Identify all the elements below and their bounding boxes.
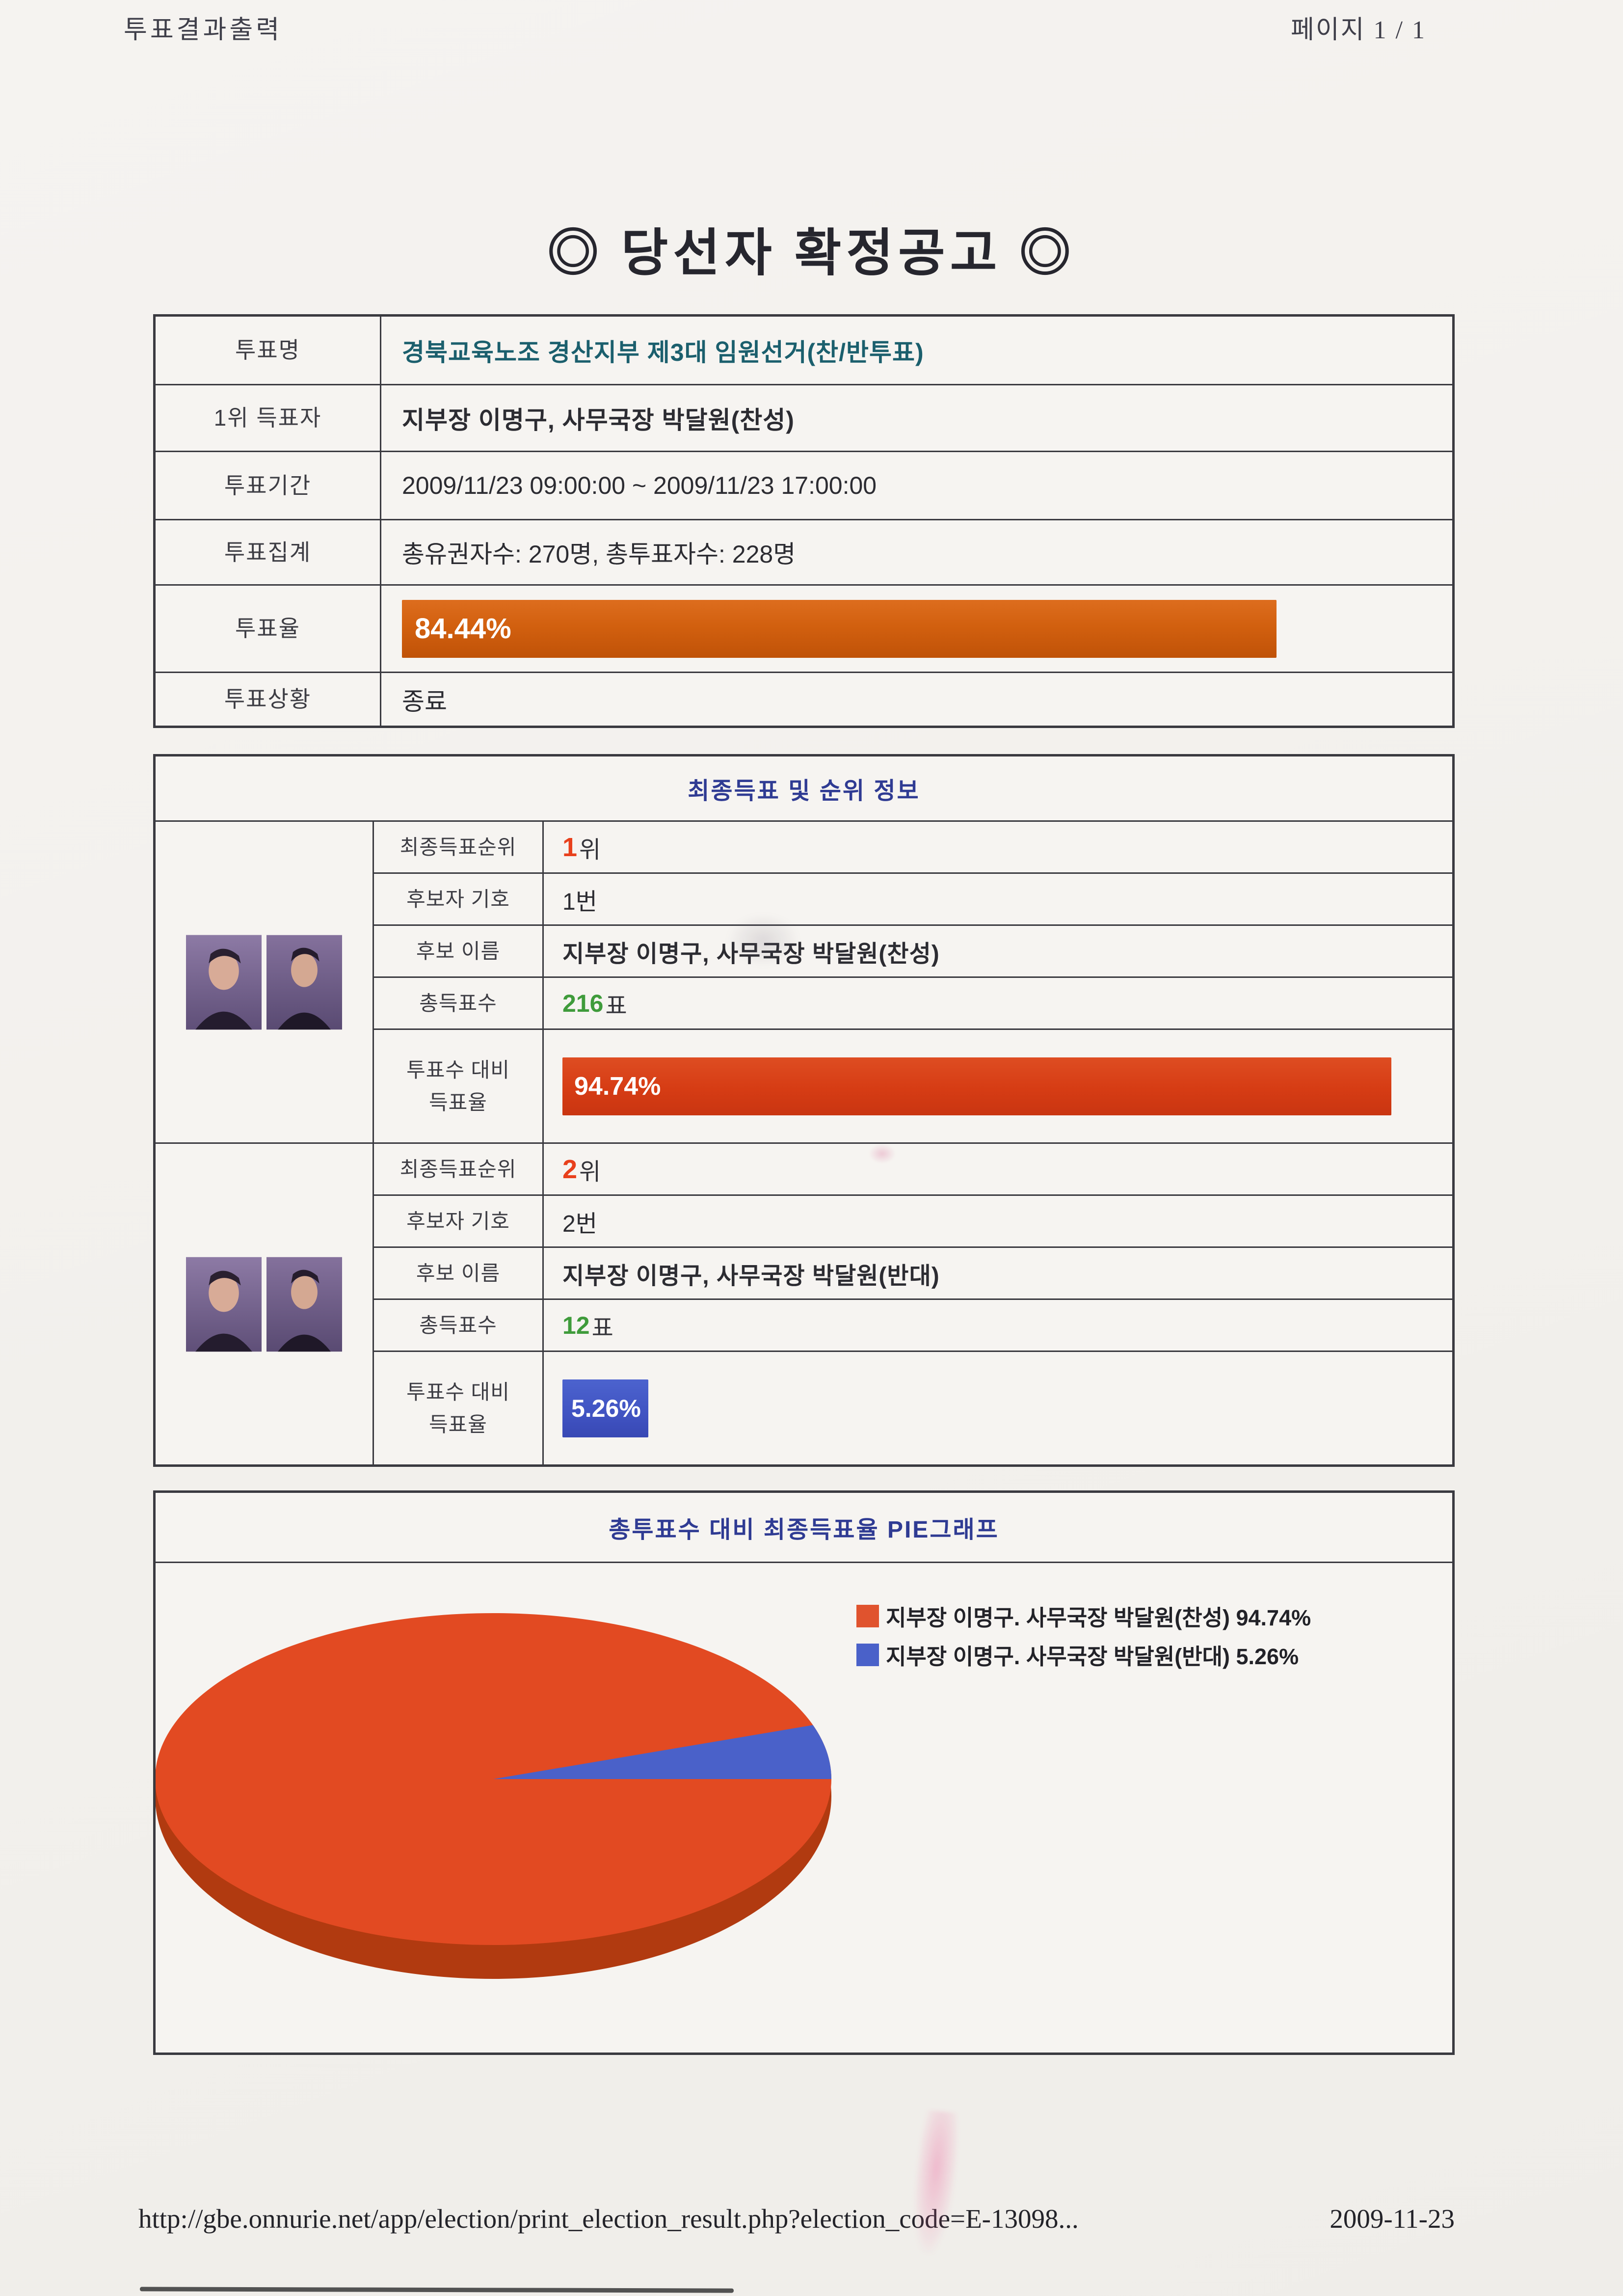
row-label-line2: 득표율	[429, 1090, 487, 1114]
legend-item: 지부장 이명구. 사무국장 박달원(찬성) 94.74%	[856, 1600, 1311, 1632]
vote-period-value: 2009/11/23 09:00:00 ~ 2009/11/23 17:00:0…	[402, 472, 877, 499]
footer-date: 2009-11-23	[1330, 2204, 1455, 2234]
legend-swatch-majority-icon	[856, 1604, 879, 1627]
row-label: 후보자 기호	[374, 1196, 544, 1246]
scan-smudge	[869, 1144, 896, 1163]
candidate-2-name-row: 후보 이름 지부장 이명구, 사무국장 박달원(반대)	[374, 1248, 1452, 1300]
candidate-1-rate-bar: 94.74%	[562, 1057, 1392, 1115]
vote-name-value: 경북교육노조 경산지부 제3대 임원선거(찬/반투표)	[402, 338, 924, 366]
candidate-1-number-row: 후보자 기호 1번	[374, 874, 1452, 926]
row-label: 후보 이름	[374, 926, 544, 976]
row-label: 후보 이름	[374, 1248, 544, 1298]
pie-section-title: 총투표수 대비 최종득표율 PIE그래프	[156, 1493, 1452, 1563]
candidate-1-rate-row: 투표수 대비 득표율 94.74%	[374, 1030, 1452, 1142]
candidate-photo	[186, 935, 262, 1029]
turnout-bar: 84.44%	[402, 599, 1277, 658]
candidate-photo	[266, 1257, 342, 1351]
row-label: 최종득표순위	[374, 1144, 544, 1194]
table-row-vote-period: 투표기간 2009/11/23 09:00:00 ~ 2009/11/23 17…	[156, 452, 1452, 520]
turnout-bar-value: 84.44%	[415, 613, 511, 645]
candidate-1-rank-row: 최종득표순위 1 위	[374, 822, 1452, 874]
print-header-title: 투표결과출력	[124, 16, 283, 44]
candidate-number: 1번	[562, 889, 597, 915]
legend-swatch-minority-icon	[856, 1643, 879, 1666]
candidate-2-rate-bar: 5.26%	[562, 1379, 648, 1437]
row-label-line1: 투표수 대비	[406, 1058, 510, 1082]
row-label: 투표기간	[156, 452, 381, 519]
table-row-first-place: 1위 득표자 지부장 이명구, 사무국장 박달원(찬성)	[156, 385, 1452, 452]
rate-bar-value: 5.26%	[571, 1394, 641, 1422]
candidate-2-number-row: 후보자 기호 2번	[374, 1196, 1452, 1248]
candidate-1-photos	[156, 822, 374, 1142]
candidate-name: 지부장 이명구, 사무국장 박달원(찬성)	[562, 941, 940, 967]
candidate-photo	[186, 1257, 262, 1351]
row-label-line1: 투표수 대비	[406, 1380, 510, 1404]
pie-slice-minority	[493, 1725, 831, 1779]
row-label: 투표집계	[156, 520, 381, 584]
table-row-vote-tally: 투표집계 총유권자수: 270명, 총투표자수: 228명	[156, 520, 1452, 586]
rank-number: 2	[562, 1154, 578, 1184]
candidate-name: 지부장 이명구, 사무국장 박달원(반대)	[562, 1263, 940, 1289]
row-label: 투표율	[156, 586, 381, 672]
candidate-block-1: 최종득표순위 1 위 후보자 기호 1번 후보 이름 지부장 이명구, 사무국장…	[156, 822, 1452, 1144]
row-label: 투표상황	[156, 673, 381, 726]
vote-tally-value: 총유권자수: 270명, 총투표자수: 228명	[402, 540, 796, 568]
final-results-box: 최종득표 및 순위 정보	[153, 754, 1455, 1467]
scan-edge-shadow	[139, 2287, 734, 2293]
candidate-block-2: 최종득표순위 2 위 후보자 기호 2번 후보 이름 지부장 이명구, 사무국장…	[156, 1144, 1452, 1464]
results-section-title: 최종득표 및 순위 정보	[156, 756, 1452, 822]
candidate-2-votes-row: 총득표수 12 표	[374, 1300, 1452, 1352]
row-label: 투표명	[156, 317, 381, 384]
legend-label: 지부장 이명구. 사무국장 박달원(반대) 5.26%	[886, 1644, 1299, 1669]
first-place-value: 지부장 이명구, 사무국장 박달원(찬성)	[402, 406, 795, 434]
candidate-1-votes-row: 총득표수 216 표	[374, 978, 1452, 1030]
scan-smudge	[726, 913, 800, 967]
print-header-page-number: 페이지 1 / 1	[1291, 16, 1426, 44]
page-title: ◎ 당선자 확정공고 ◎	[547, 225, 1076, 282]
row-label: 총득표수	[374, 1300, 544, 1351]
pie-legend: 지부장 이명구. 사무국장 박달원(찬성) 94.74% 지부장 이명구. 사무…	[856, 1600, 1311, 1671]
table-row-vote-name: 투표명 경북교육노조 경산지부 제3대 임원선거(찬/반투표)	[156, 317, 1452, 385]
candidate-2-rate-row: 투표수 대비 득표율 5.26%	[374, 1352, 1452, 1464]
candidate-number: 2번	[562, 1211, 597, 1237]
legend-label: 지부장 이명구. 사무국장 박달원(찬성) 94.74%	[886, 1605, 1311, 1630]
row-label-line2: 득표율	[429, 1412, 487, 1436]
pie-chart-box: 총투표수 대비 최종득표율 PIE그래프 지부장 이명구. 사무국장 박달원(찬…	[153, 1490, 1455, 2055]
votes-number: 12	[562, 1311, 590, 1339]
candidate-2-photos	[156, 1144, 374, 1464]
rank-number: 1	[562, 832, 578, 862]
candidate-photo	[266, 935, 342, 1029]
rate-bar-value: 94.74%	[574, 1072, 661, 1101]
votes-number: 216	[562, 989, 604, 1017]
row-label: 총득표수	[374, 978, 544, 1028]
candidate-1-name-row: 후보 이름 지부장 이명구, 사무국장 박달원(찬성)	[374, 926, 1452, 978]
print-footer: http://gbe.onnurie.net/app/election/prin…	[138, 2203, 1455, 2234]
row-label: 최종득표순위	[374, 822, 544, 872]
row-label: 후보자 기호	[374, 874, 544, 924]
vote-summary-table: 투표명 경북교육노조 경산지부 제3대 임원선거(찬/반투표) 1위 득표자 지…	[153, 314, 1455, 728]
pie-chart	[156, 1613, 831, 1979]
candidate-2-rank-row: 최종득표순위 2 위	[374, 1144, 1452, 1196]
table-row-turnout: 투표율 84.44%	[156, 586, 1452, 673]
vote-status-value: 종료	[402, 687, 447, 715]
row-label: 1위 득표자	[156, 385, 381, 451]
footer-url: http://gbe.onnurie.net/app/election/prin…	[138, 2204, 1079, 2234]
legend-item: 지부장 이명구. 사무국장 박달원(반대) 5.26%	[856, 1639, 1311, 1671]
table-row-vote-status: 투표상황 종료	[156, 673, 1452, 726]
